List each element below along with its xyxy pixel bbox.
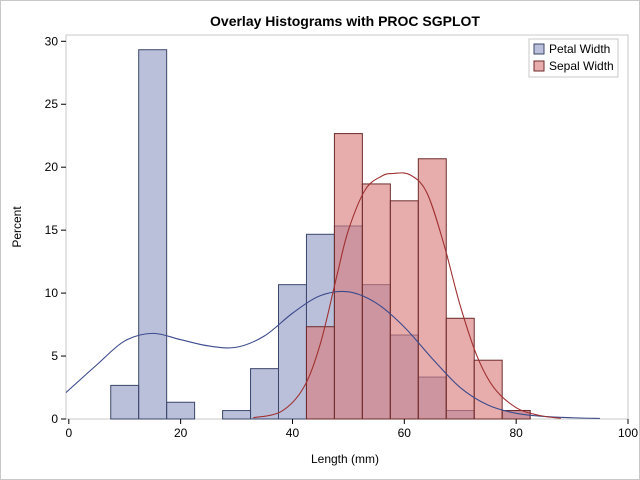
plot-area [65,34,629,420]
x-tick-label-80: 80 [509,426,523,440]
bar-petal-width-1 [138,49,168,420]
bar-sepal-width-6 [473,359,503,420]
y-tick-label-25: 25 [45,97,59,111]
x-tick-label-40: 40 [286,426,300,440]
x-tick-label-60: 60 [398,426,412,440]
y-tick-label-0: 0 [51,412,58,426]
bar-petal-width-5 [250,368,279,420]
y-tick-label-20: 20 [45,160,59,174]
density-curve-petal-width [65,290,601,419]
bar-petal-width-4 [222,410,252,420]
y-tick-label-5: 5 [51,349,58,363]
curves-layer [65,172,601,419]
y-tick-label-10: 10 [45,286,59,300]
y-axis-title: Percent [10,206,24,248]
chart-title: Overlay Histograms with PROC SGPLOT [210,13,480,29]
x-tick-label-0: 0 [65,426,72,440]
y-tick-label-30: 30 [45,34,59,48]
x-axis: 0 20 40 60 80 100 [65,419,638,440]
legend-swatch-petal-width [533,43,545,55]
x-tick-label-20: 20 [174,426,188,440]
legend: Petal Width Sepal Width [528,38,619,78]
bar-sepal-width-1 [333,133,363,420]
bar-sepal-width-4 [417,158,447,420]
y-tick-label-15: 15 [45,223,59,237]
x-tick-label-100: 100 [618,426,638,440]
bar-sepal-width-3 [389,200,419,420]
bar-petal-width-2 [166,401,196,420]
x-axis-title: Length (mm) [311,452,379,466]
legend-label-petal-width: Petal Width [549,42,610,56]
density-curve-sepal-width [253,172,561,419]
bars-layer [110,49,531,420]
legend-swatch-sepal-width [533,60,545,72]
bar-sepal-width-5 [445,317,475,420]
legend-label-sepal-width: Sepal Width [549,59,614,73]
bar-petal-width-6 [277,284,307,420]
bar-petal-width-0 [110,384,140,420]
y-axis: 0 5 10 15 20 25 30 [45,34,66,426]
bar-sepal-width-2 [361,183,391,420]
